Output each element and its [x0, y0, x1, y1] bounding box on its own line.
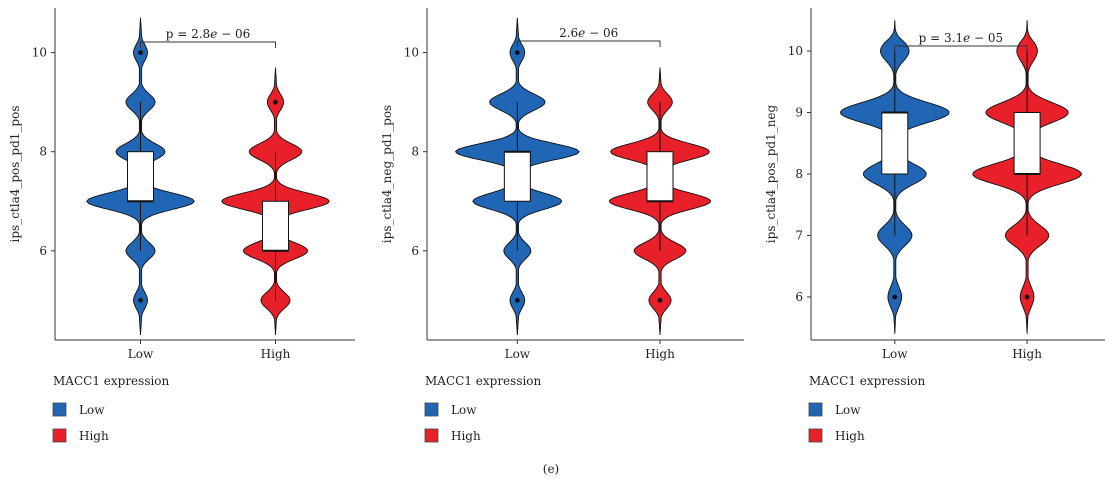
box-high [646, 151, 674, 202]
p-value-prefix: p = 3.1 [919, 31, 963, 45]
p-value-label: p = 2.8e − 06 [166, 27, 251, 41]
p-value-suffix: − 05 [970, 31, 1003, 45]
p-value-exp: e [578, 26, 585, 40]
legend-label-low: Low [835, 403, 861, 417]
p-value-prefix: 2.6 [559, 26, 578, 40]
p-value-prefix: p = 2.8 [166, 27, 210, 41]
significance-bracket [140, 41, 276, 48]
y-axis-label: ips_ctla4_pos_pd1_neg [764, 104, 778, 243]
box-high [1013, 112, 1041, 175]
legend-label-low: Low [79, 403, 105, 417]
legend-swatch-high [424, 428, 439, 443]
legend-swatch-low [424, 402, 439, 417]
significance-bracket [516, 40, 661, 47]
y-tick-label: 10 [404, 46, 419, 60]
p-value-exp: e [210, 27, 217, 41]
legend-title: MACC1 expression [53, 374, 170, 388]
legend-swatch-high [808, 428, 823, 443]
legend-title: MACC1 expression [809, 374, 926, 388]
x-tick-label: Low [882, 347, 908, 361]
y-tick-label: 6 [795, 290, 803, 304]
legend-label-high: High [451, 429, 481, 443]
p-value-label: p = 3.1e − 05 [919, 31, 1004, 45]
p-value-suffix: − 06 [585, 26, 618, 40]
legend-swatch-high [52, 428, 67, 443]
box-low [127, 151, 154, 202]
p-value-label: 2.6e − 06 [559, 26, 618, 40]
chart-panel-2: 6 8 10 ips_ctla4_neg_pd1_pos Low High 2.6e − 0… [380, 8, 744, 443]
outlier-point [1024, 294, 1030, 300]
legend-label-high: High [835, 429, 865, 443]
significance-bracket [894, 45, 1028, 52]
x-tick-label: High [1012, 347, 1042, 361]
outlier-point [138, 50, 143, 55]
y-tick-label: 6 [39, 244, 47, 258]
y-tick-label: 9 [795, 106, 803, 120]
outlier-point [273, 99, 278, 105]
box-low [503, 151, 531, 202]
chart-panel-3: 6 7 8 9 10 ips_ctla4_pos_pd1_neg Low High p = 3.… [764, 8, 1105, 443]
x-tick-label: High [645, 347, 675, 361]
legend-swatch-low [808, 402, 823, 417]
y-axis-label: ips_ctla4_pos_pd1_pos [8, 106, 22, 243]
y-tick-label: 6 [411, 244, 419, 258]
outlier-point [514, 297, 520, 303]
legend-swatch-low [52, 402, 67, 417]
outlier-point [514, 50, 520, 55]
x-tick-label: High [261, 347, 291, 361]
chart-panel-1: 6 8 10 ips_ctla4_pos_pd1_pos Low High p = 2.8e… [8, 8, 355, 443]
box-high [262, 200, 289, 252]
outlier-point [657, 297, 663, 303]
legend-label-high: High [79, 429, 109, 443]
outlier-point [138, 297, 143, 303]
legend-label-low: Low [451, 403, 477, 417]
x-tick-label: Low [128, 347, 154, 361]
x-tick-label: Low [505, 347, 531, 361]
y-tick-label: 10 [32, 46, 47, 60]
legend-title: MACC1 expression [425, 374, 542, 388]
y-tick-label: 7 [795, 228, 803, 242]
y-tick-label: 8 [39, 145, 47, 159]
box-low [881, 112, 909, 175]
y-tick-label: 8 [795, 167, 803, 181]
outlier-point [892, 294, 898, 300]
y-axis-label: ips_ctla4_neg_pd1_pos [380, 105, 394, 243]
p-value-suffix: − 06 [217, 27, 250, 41]
y-tick-label: 10 [788, 44, 803, 58]
y-tick-label: 8 [411, 145, 419, 159]
p-value-exp: e [963, 31, 970, 45]
figure-caption: (e) [543, 462, 559, 476]
